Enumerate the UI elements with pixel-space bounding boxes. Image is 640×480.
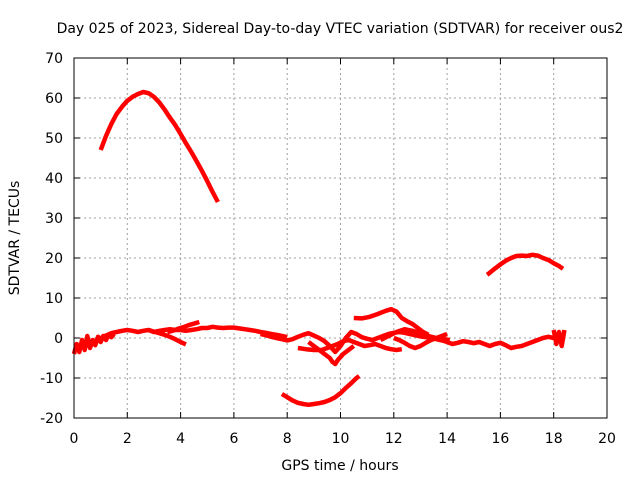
axis-ticks: 0 2 4 6 8 10 12 14 16 18 20 -20 -10 0 10 20 30 40 50 60 70 <box>40 51 616 447</box>
series-arc-3 <box>485 252 565 277</box>
y-tick-label: -10 <box>40 371 63 387</box>
y-tick-label: -20 <box>40 411 63 427</box>
series-arc-5 <box>71 332 116 355</box>
x-tick-label: 10 <box>332 431 350 447</box>
y-tick-label: 60 <box>45 91 63 107</box>
data-series <box>71 89 567 408</box>
x-tick-label: 12 <box>385 431 403 447</box>
chart-title: Day 025 of 2023, Sidereal Day-to-day VTE… <box>57 21 624 37</box>
x-tick-label: 20 <box>598 431 616 447</box>
x-tick-label: 0 <box>70 431 79 447</box>
series-arc-1 <box>98 89 220 204</box>
y-tick-label: 70 <box>45 51 63 67</box>
x-tick-label: 4 <box>176 431 185 447</box>
y-tick-label: 0 <box>54 331 63 347</box>
series-arc-2 <box>280 374 361 408</box>
y-tick-label: 30 <box>45 211 63 227</box>
y-tick-label: 40 <box>45 171 63 187</box>
series-arc-7 <box>166 319 200 335</box>
y-tick-label: 20 <box>45 251 63 267</box>
series-arc-13 <box>393 331 448 351</box>
series-arc-11 <box>353 306 430 337</box>
x-axis-label: GPS time / hours <box>281 458 398 474</box>
grid-lines <box>74 58 607 418</box>
y-axis-label: SDTVAR / TECUs <box>7 181 23 296</box>
series-arc-6 <box>147 327 187 347</box>
y-tick-label: 10 <box>45 291 63 307</box>
x-tick-label: 8 <box>283 431 292 447</box>
x-tick-label: 2 <box>123 431 132 447</box>
series-arc-10 <box>307 340 356 367</box>
x-tick-label: 16 <box>491 431 509 447</box>
x-tick-label: 18 <box>545 431 563 447</box>
x-tick-label: 14 <box>438 431 456 447</box>
series-arc-14 <box>551 329 567 349</box>
x-tick-label: 6 <box>229 431 238 447</box>
y-tick-label: 50 <box>45 131 63 147</box>
series-arc-8 <box>260 329 565 355</box>
